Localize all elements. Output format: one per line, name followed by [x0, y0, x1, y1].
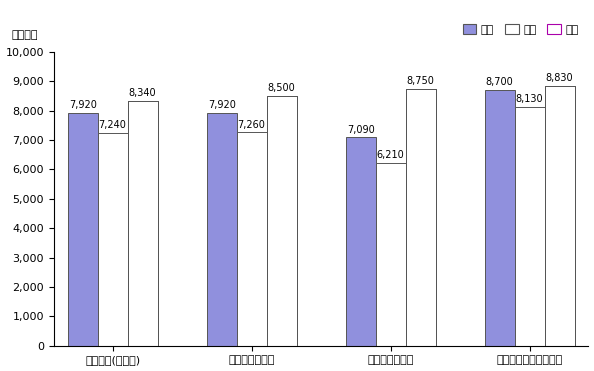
Bar [406, 89, 435, 346]
Bar [545, 86, 574, 346]
Text: 8,700: 8,700 [486, 77, 514, 87]
Bar [545, 86, 574, 346]
Text: 8,830: 8,830 [546, 73, 573, 83]
Bar [485, 90, 514, 346]
Text: 6,210: 6,210 [377, 150, 405, 160]
Text: 8,500: 8,500 [268, 83, 295, 93]
Text: （千円）: （千円） [11, 30, 37, 40]
Bar [236, 132, 267, 346]
Bar [128, 101, 157, 346]
Bar [346, 138, 375, 346]
Text: 8,750: 8,750 [407, 76, 434, 86]
Bar [267, 96, 296, 346]
Bar [97, 133, 128, 346]
Bar [128, 101, 157, 346]
Legend: 国立, 公立, 私立: 国立, 公立, 私立 [459, 19, 583, 39]
Text: 7,090: 7,090 [347, 125, 375, 135]
Bar [514, 107, 545, 346]
Bar [68, 113, 97, 346]
Text: 7,260: 7,260 [238, 119, 266, 129]
Bar [545, 86, 574, 346]
Text: 8,340: 8,340 [129, 88, 156, 98]
Bar [128, 101, 157, 346]
Bar [207, 113, 236, 346]
Text: 8,130: 8,130 [516, 94, 544, 104]
Text: 7,920: 7,920 [208, 100, 236, 110]
Text: 7,920: 7,920 [69, 100, 97, 110]
Bar [267, 96, 296, 346]
Text: 7,240: 7,240 [99, 120, 127, 130]
Bar [267, 96, 296, 346]
Bar [406, 89, 435, 346]
Bar [406, 89, 435, 346]
Bar [375, 163, 406, 346]
